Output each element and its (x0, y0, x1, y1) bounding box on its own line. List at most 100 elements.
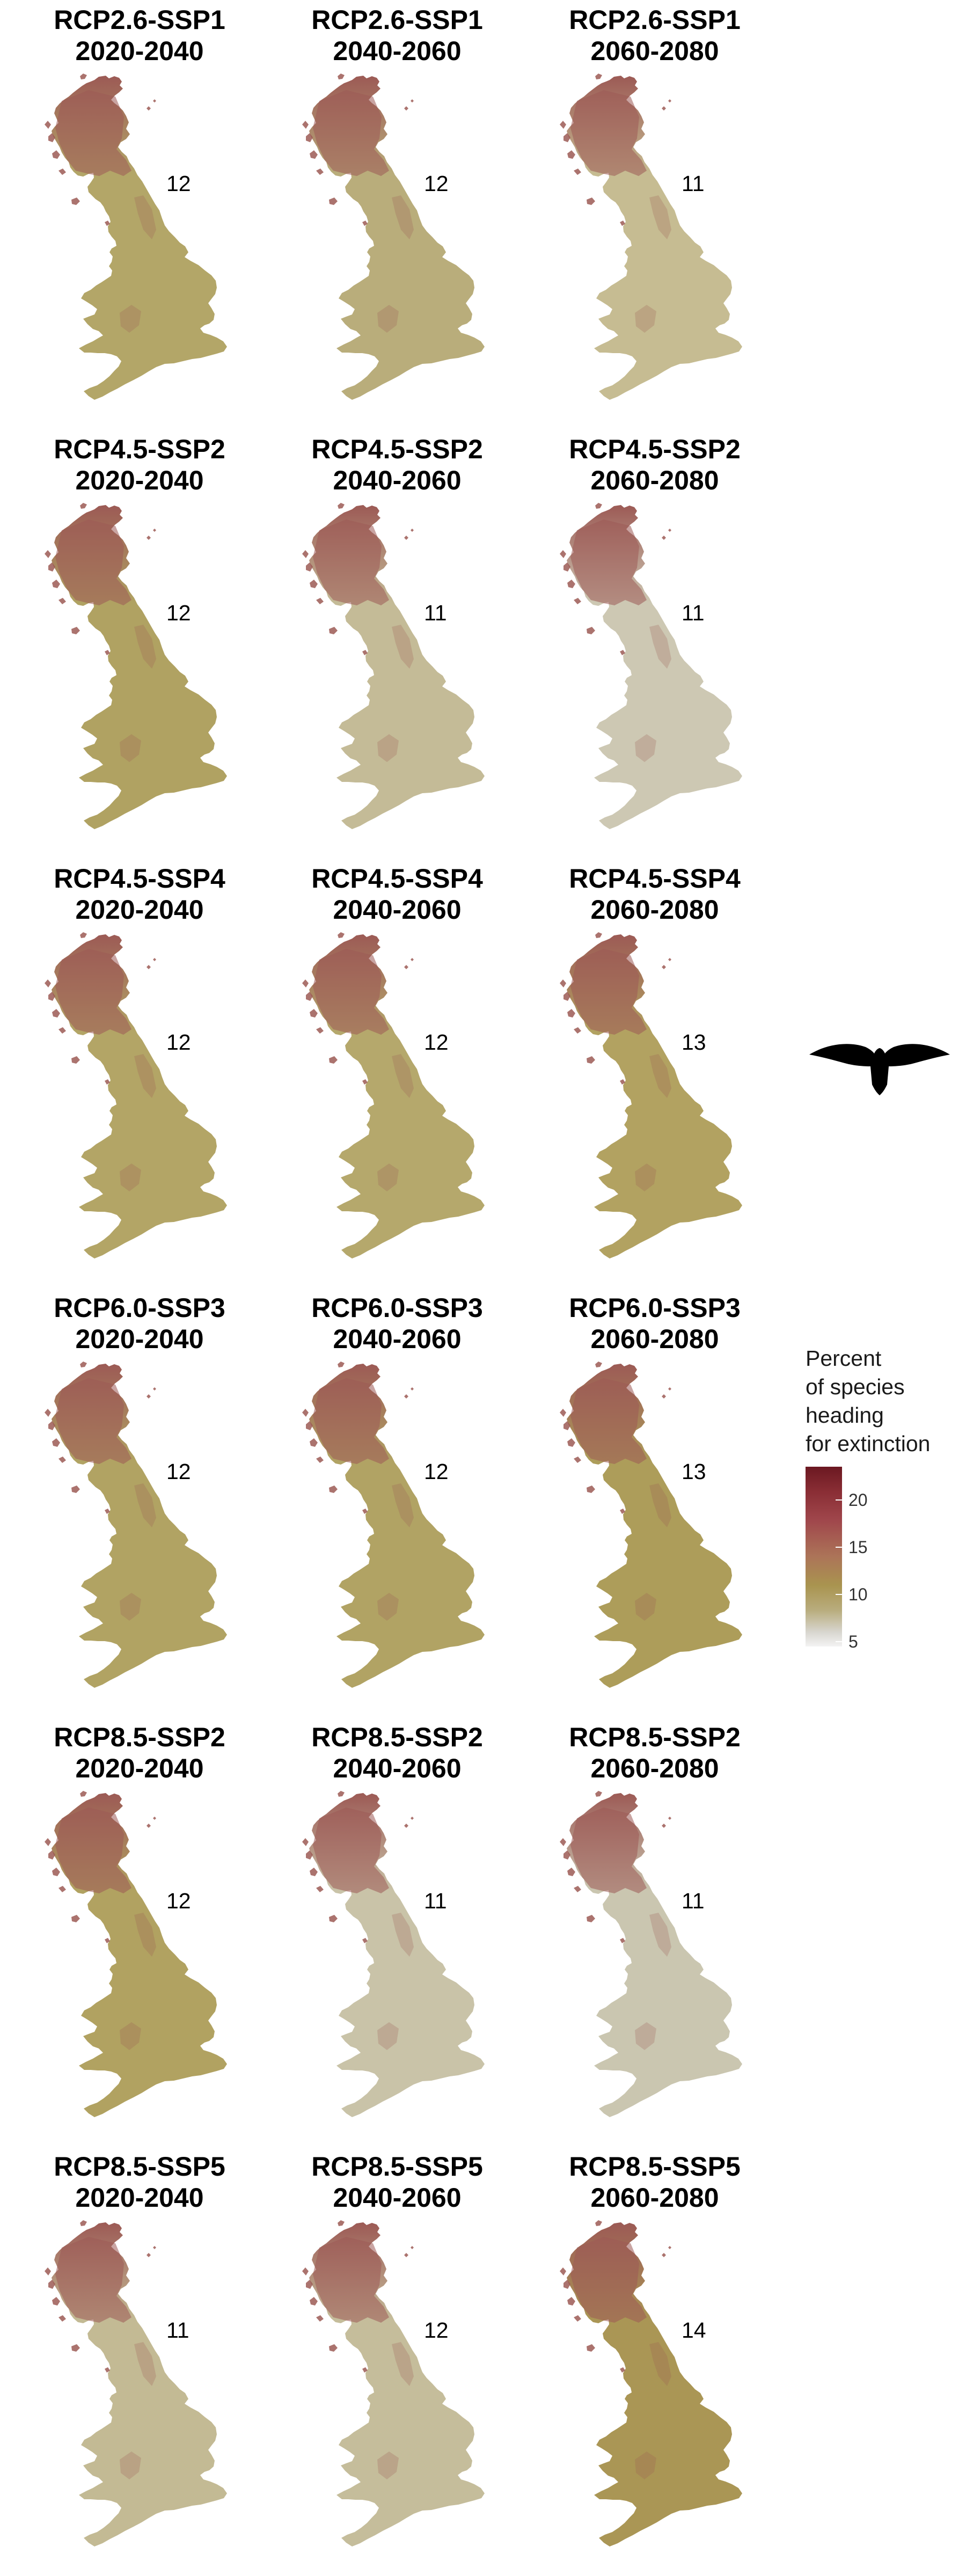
island (662, 2253, 666, 2257)
legend-title: Percent of species heading for extinctio… (806, 1346, 931, 1456)
panel-title: RCP6.0-SSP3 2060-2080 (569, 1293, 741, 1354)
island (147, 1394, 151, 1399)
island (45, 1409, 51, 1417)
gb-map (45, 74, 227, 400)
panel-value: 12 (424, 1459, 449, 1484)
upland-shading (313, 519, 389, 605)
upland-shading (570, 1807, 647, 1893)
island (668, 1817, 671, 1820)
island (316, 1027, 324, 1034)
island (411, 1817, 414, 1820)
island (560, 2267, 566, 2275)
island (147, 2253, 151, 2257)
panel-title: RCP2.6-SSP1 2040-2060 (311, 5, 483, 66)
upland-shading (120, 1593, 141, 1621)
island (302, 1409, 309, 1417)
island (662, 106, 666, 111)
island (153, 958, 156, 961)
legend-tick-mark (836, 1594, 842, 1596)
panel-title: RCP8.5-SSP5 2040-2060 (311, 2151, 483, 2213)
upland-shading (313, 1378, 389, 1464)
island (411, 2246, 414, 2249)
island (45, 2267, 51, 2275)
island (52, 1868, 60, 1876)
island (302, 550, 309, 558)
island (587, 2344, 595, 2352)
upland-shading (55, 90, 131, 176)
upland-shading (649, 625, 671, 669)
upland-shading (55, 519, 131, 605)
panel-value: 11 (166, 2318, 189, 2343)
island (567, 150, 575, 159)
map-panel: RCP4.5-SSP2 2040-2060 11 (268, 429, 526, 859)
island (567, 1868, 575, 1876)
upland-shading (134, 2342, 156, 2386)
island (48, 2280, 55, 2289)
island (147, 106, 151, 111)
island (153, 1817, 156, 1820)
island (105, 650, 110, 655)
island (564, 2280, 570, 2289)
island (45, 979, 51, 987)
island (620, 1079, 625, 1085)
island (310, 150, 318, 159)
island (71, 1056, 80, 1064)
island (595, 1791, 602, 1797)
panel-value: 12 (166, 171, 191, 196)
panel-value: 11 (682, 171, 705, 196)
upland-shading (649, 1054, 671, 1098)
upland-shading (313, 90, 389, 176)
upland-shading (392, 625, 414, 669)
legend-colorbar (806, 1467, 842, 1646)
map-panel: RCP2.6-SSP1 2040-2060 12 (268, 0, 526, 429)
panel-value: 14 (682, 2318, 706, 2343)
panel-title: RCP4.5-SSP4 2020-2040 (54, 863, 225, 925)
gb-map (45, 2220, 227, 2546)
island (329, 627, 338, 634)
upland-shading (377, 2451, 399, 2479)
island (302, 979, 309, 987)
island (587, 627, 595, 634)
gb-map (45, 932, 227, 1258)
island (71, 2344, 80, 2352)
island (567, 2297, 575, 2306)
island (587, 1915, 595, 1922)
island (329, 2344, 338, 2352)
island (302, 2267, 309, 2275)
island (560, 1838, 566, 1846)
panel-title: RCP4.5-SSP4 2060-2080 (569, 863, 741, 925)
map-panel: RCP4.5-SSP4 2040-2060 12 (268, 859, 526, 1288)
gb-map (560, 932, 742, 1258)
upland-shading (55, 949, 131, 1035)
island (338, 503, 345, 509)
island (620, 650, 625, 655)
panel-value: 12 (424, 1030, 449, 1055)
island (306, 1421, 313, 1430)
island (595, 2220, 602, 2226)
island (564, 1421, 570, 1430)
island (560, 1409, 566, 1417)
island (58, 598, 66, 604)
island (310, 2297, 318, 2306)
map-panel: RCP2.6-SSP1 2060-2080 11 (526, 0, 784, 429)
island (411, 958, 414, 961)
island (668, 529, 671, 532)
island (329, 197, 338, 205)
island (306, 1850, 313, 1860)
island (362, 1079, 368, 1085)
island (302, 121, 309, 129)
upland-shading (134, 1913, 156, 1957)
island (48, 992, 55, 1001)
island (58, 1457, 66, 1463)
island (105, 1509, 110, 1514)
island (564, 992, 570, 1001)
panel-value: 12 (166, 601, 191, 625)
upland-shading (55, 1807, 131, 1893)
island (362, 221, 368, 226)
panel-value: 11 (424, 601, 447, 625)
island (316, 2315, 324, 2322)
panel-value: 13 (682, 1030, 706, 1055)
panel-title: RCP8.5-SSP2 2020-2040 (54, 1722, 225, 1783)
panel-value: 11 (682, 601, 705, 625)
island (362, 1509, 368, 1514)
